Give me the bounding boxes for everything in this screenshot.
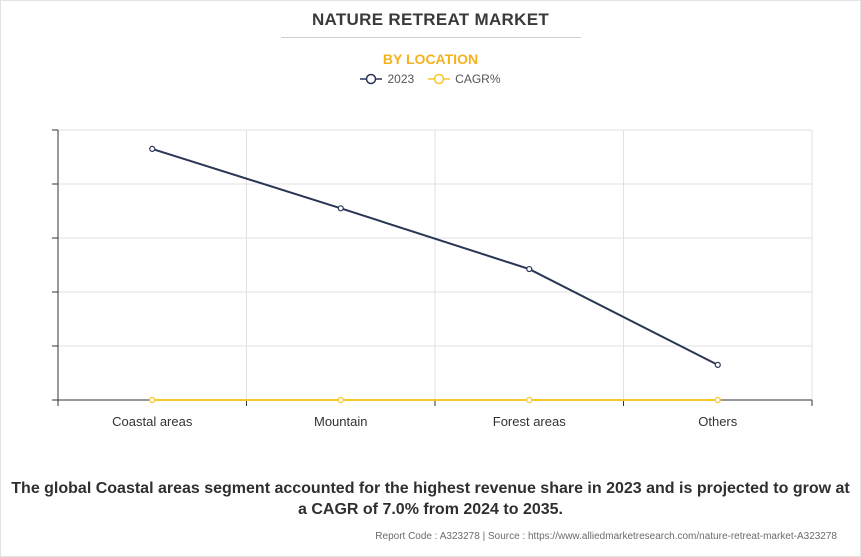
summary-text: The global Coastal areas segment account… bbox=[11, 480, 850, 518]
title-divider bbox=[281, 37, 581, 38]
x-tick-label: Forest areas bbox=[493, 414, 566, 429]
source-footer: Report Code : A323278 | Source : https:/… bbox=[375, 531, 837, 542]
data-point-2023 bbox=[714, 361, 721, 368]
legend-item-cagr[interactable]: CAGR% bbox=[428, 72, 501, 86]
line-chart: Coastal areas Mountain Forest areas Others bbox=[52, 129, 813, 429]
data-point-2023 bbox=[149, 145, 156, 152]
legend-label-cagr: CAGR% bbox=[455, 72, 501, 86]
data-point-2023 bbox=[526, 265, 533, 273]
data-point-cagr bbox=[526, 396, 533, 404]
data-point-cagr bbox=[337, 396, 344, 404]
data-point-cagr bbox=[714, 396, 721, 404]
legend-item-2023[interactable]: 2023 bbox=[360, 72, 414, 86]
x-tick-label: Others bbox=[698, 414, 738, 429]
legend-marker-2023 bbox=[360, 73, 383, 85]
data-point-cagr bbox=[149, 396, 156, 404]
data-point-2023 bbox=[337, 205, 344, 212]
chart-title: NATURE RETREAT MARKET bbox=[311, 10, 550, 29]
chart-subtitle: BY LOCATION bbox=[382, 51, 479, 67]
legend-label-2023: 2023 bbox=[387, 72, 415, 86]
x-tick-label: Mountain bbox=[314, 414, 367, 429]
legend-marker-cagr bbox=[428, 73, 451, 85]
series-line-2023 bbox=[151, 147, 719, 366]
x-tick-label: Coastal areas bbox=[112, 414, 193, 429]
legend: 2023 CAGR% bbox=[0, 72, 861, 86]
